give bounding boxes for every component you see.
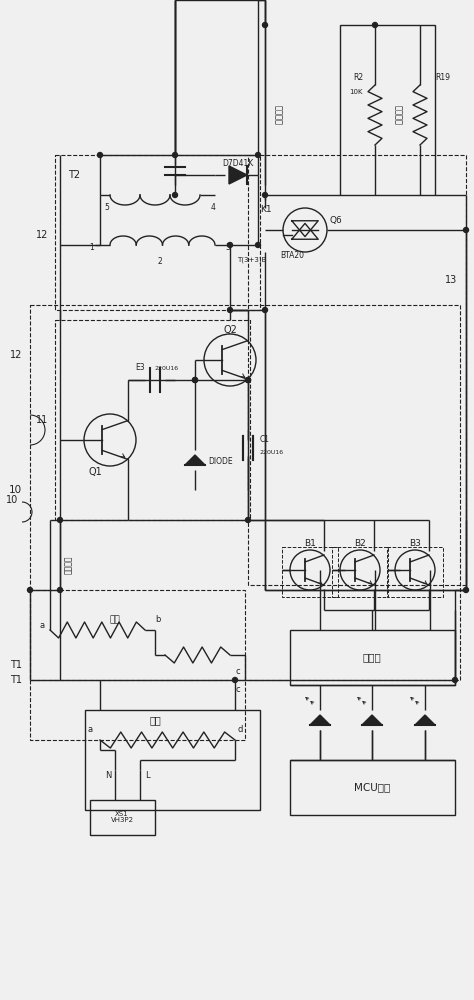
Text: 3: 3 [226,243,230,252]
Text: Q1: Q1 [88,467,102,477]
Text: C1: C1 [260,436,270,444]
Text: T2: T2 [68,170,80,180]
Bar [332,547,388,597]
Text: T1: T1 [10,660,22,670]
Text: K1: K1 [260,206,272,215]
Text: E3: E3 [135,363,145,372]
Text: 13: 13 [445,275,457,285]
Circle shape [57,587,63,592]
Bar [90,800,155,835]
Text: BTA20: BTA20 [280,251,304,260]
Text: c: c [236,686,240,694]
Bar [282,547,338,597]
Bar [290,760,455,815]
Circle shape [173,152,177,157]
Text: a: a [88,726,93,734]
Text: b: b [155,615,160,624]
Text: DIODE: DIODE [208,458,233,466]
Circle shape [246,518,250,522]
Text: Q6: Q6 [330,216,343,225]
Text: 10K: 10K [349,89,363,95]
Circle shape [373,22,377,27]
Text: 1: 1 [90,243,94,252]
Bar [55,320,250,520]
Circle shape [263,308,267,312]
Text: 220U16: 220U16 [155,365,179,370]
Circle shape [255,242,261,247]
Text: T(3+3)B: T(3+3)B [237,257,266,263]
Bar [248,155,466,585]
Circle shape [173,192,177,198]
Circle shape [27,587,33,592]
Text: B1: B1 [304,538,316,548]
Bar [85,710,260,810]
Text: R2: R2 [353,74,363,83]
Circle shape [57,518,63,522]
Circle shape [464,587,468,592]
Circle shape [246,377,250,382]
Circle shape [464,228,468,232]
Bar [55,155,260,310]
Text: d: d [237,726,243,734]
Text: L: L [145,770,149,780]
Text: 11: 11 [36,415,48,425]
Bar [340,25,435,195]
Polygon shape [362,715,382,725]
Text: 2: 2 [158,257,163,266]
Circle shape [233,678,237,682]
Text: c: c [236,668,240,676]
Text: B2: B2 [354,538,366,548]
Circle shape [263,192,267,198]
Circle shape [192,377,198,382]
Text: T1: T1 [10,675,22,685]
Text: R19: R19 [435,74,450,83]
Text: a: a [39,620,45,630]
Text: N: N [105,770,111,780]
Text: 10: 10 [9,485,22,495]
Text: 220U16: 220U16 [260,450,284,454]
Bar [387,547,443,597]
Text: 4: 4 [210,204,216,213]
Circle shape [263,22,267,27]
Text: 次级: 次级 [109,615,120,624]
Bar [30,305,460,680]
Text: 隔离盒: 隔离盒 [363,652,382,662]
Text: 10: 10 [6,495,18,505]
Text: 12: 12 [36,230,48,240]
Text: D7D41K: D7D41K [222,158,254,167]
Circle shape [98,152,102,157]
Circle shape [255,152,261,157]
Circle shape [192,377,198,382]
Polygon shape [185,455,205,465]
Text: B3: B3 [409,538,421,548]
Bar [290,630,455,685]
Text: 高压输出: 高压输出 [64,556,73,574]
Text: 5: 5 [105,204,109,213]
Circle shape [228,242,233,247]
Bar [30,590,245,740]
Polygon shape [229,166,247,184]
Circle shape [453,678,457,682]
Polygon shape [310,715,330,725]
Text: XS1
VH3P2: XS1 VH3P2 [110,810,134,824]
Text: MCU控制: MCU控制 [354,782,390,792]
Text: 初级: 初级 [149,715,161,725]
Circle shape [246,377,250,382]
Text: Q2: Q2 [223,325,237,335]
Text: 左加热片: 左加热片 [273,105,283,125]
Text: 12: 12 [9,350,22,360]
Circle shape [228,308,233,312]
Text: 右加热片: 右加热片 [393,105,402,125]
Polygon shape [415,715,435,725]
